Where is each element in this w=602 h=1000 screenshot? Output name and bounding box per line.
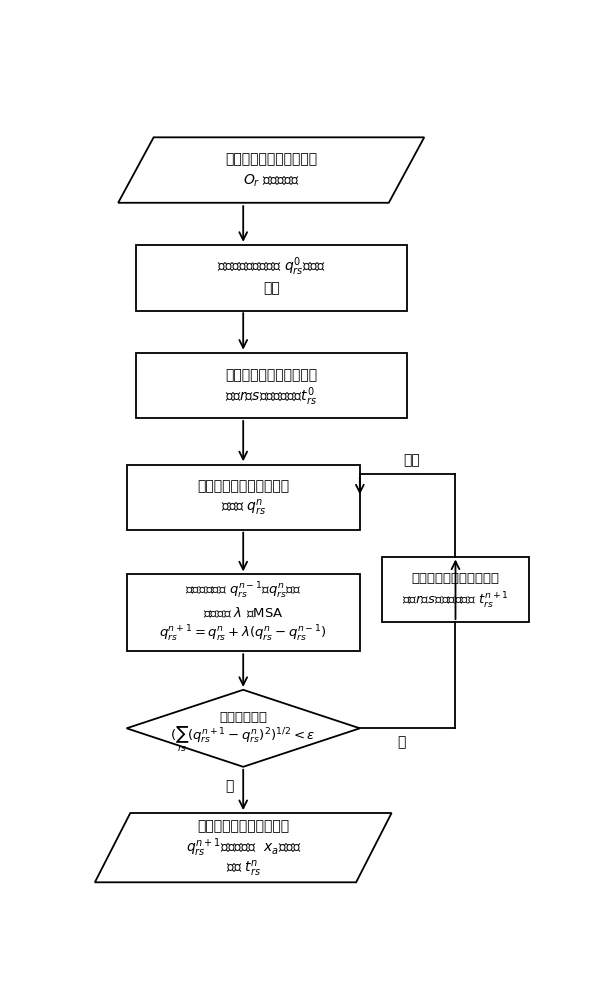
Text: 是: 是	[225, 779, 234, 793]
Polygon shape	[95, 813, 391, 882]
Polygon shape	[126, 690, 360, 767]
Bar	[126, 465, 360, 530]
Text: $(\sum_{rs}(q_{rs}^{n+1}-q_{rs}^n)^2)^{1/2}<\varepsilon$: $(\sum_{rs}(q_{rs}^{n+1}-q_{rs}^n)^2)^{1…	[170, 725, 316, 754]
Text: 计算$r$与$s$间的出行时间 $t_{rs}^{n+1}$: 计算$r$与$s$间的出行时间 $t_{rs}^{n+1}$	[402, 590, 509, 611]
Text: 反馈: 反馈	[403, 453, 420, 467]
Text: 输出数据：出行分布矩阵: 输出数据：出行分布矩阵	[197, 819, 290, 833]
Text: $q_{rs}^{n+1}$、交通流量  $x_a$和出行: $q_{rs}^{n+1}$、交通流量 $x_a$和出行	[185, 836, 301, 859]
Text: $q_{rs}^{n+1}=q_{rs}^n+\lambda(q_{rs}^n-q_{rs}^{n-1})$: $q_{rs}^{n+1}=q_{rs}^n+\lambda(q_{rs}^n-…	[160, 624, 327, 644]
Bar	[126, 574, 360, 651]
Text: 出行分配：使用用户均衡: 出行分配：使用用户均衡	[412, 572, 500, 585]
Polygon shape	[118, 137, 424, 203]
Text: 平均出行矩阵 $q_{rs}^{n-1}$和$q_{rs}^n$：有: 平均出行矩阵 $q_{rs}^{n-1}$和$q_{rs}^n$：有	[185, 581, 302, 601]
Bar	[136, 245, 406, 311]
Text: 分布: 分布	[263, 282, 279, 296]
Text: $O_r$ 和交通网络: $O_r$ 和交通网络	[243, 173, 300, 189]
Bar	[136, 353, 406, 418]
Text: 初始的出行分布矩阵 $q_{rs}^0$：平均: 初始的出行分布矩阵 $q_{rs}^0$：平均	[217, 256, 326, 278]
Text: 出行分配：使用用户均衡: 出行分配：使用用户均衡	[225, 368, 317, 382]
Text: 型计算 $q_{rs}^n$: 型计算 $q_{rs}^n$	[220, 498, 266, 518]
Text: 检查是否收敛: 检查是否收敛	[219, 711, 267, 724]
Text: 出行分布：目的地选择模: 出行分布：目的地选择模	[197, 480, 290, 494]
Text: 否: 否	[398, 735, 406, 749]
Bar	[382, 557, 529, 622]
Text: 输入数据：出行的产生量: 输入数据：出行的产生量	[225, 152, 317, 166]
Text: 计算$r$与$s$间的出行时间$t_{rs}^0$: 计算$r$与$s$间的出行时间$t_{rs}^0$	[225, 385, 317, 408]
Text: 时间 $t_{rs}^n$: 时间 $t_{rs}^n$	[226, 859, 261, 879]
Text: 固定权重 $\lambda$ 的MSA: 固定权重 $\lambda$ 的MSA	[203, 606, 284, 620]
